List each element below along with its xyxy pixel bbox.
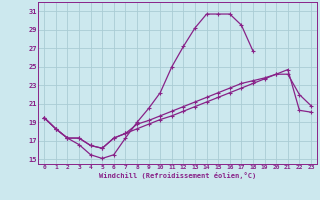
X-axis label: Windchill (Refroidissement éolien,°C): Windchill (Refroidissement éolien,°C) <box>99 172 256 179</box>
